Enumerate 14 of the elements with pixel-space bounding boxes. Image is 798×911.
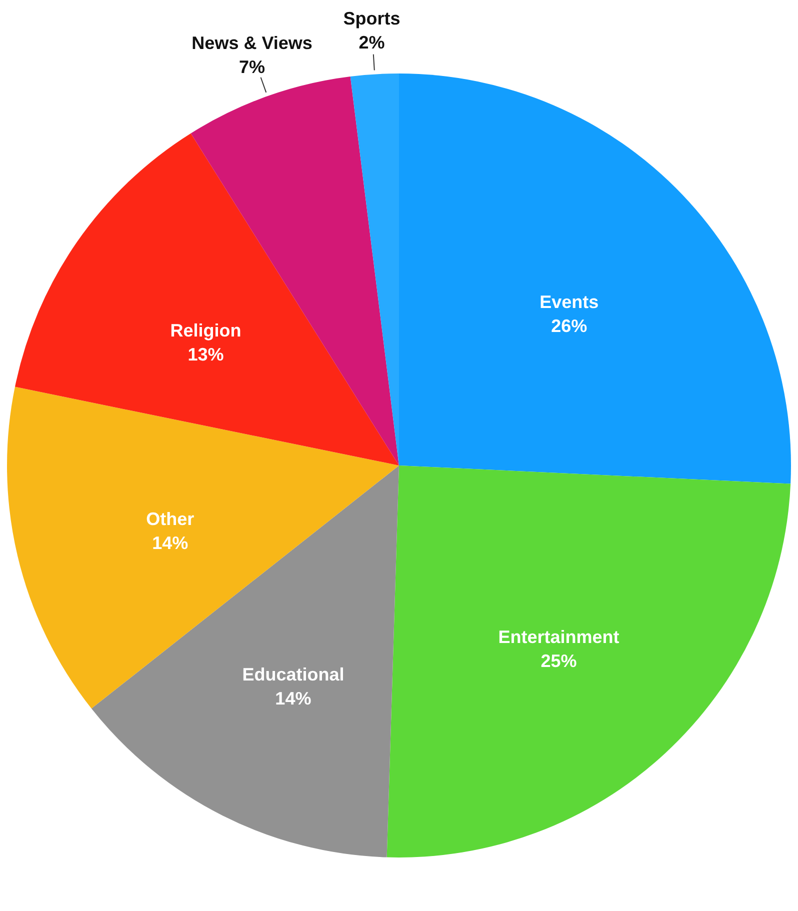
data-label: 25% bbox=[540, 651, 577, 672]
slice-label: Sports bbox=[343, 8, 400, 28]
slice-label: Religion bbox=[170, 320, 242, 340]
data-label: 14% bbox=[152, 532, 188, 553]
slice-label: Educational bbox=[242, 664, 344, 685]
data-label: 14% bbox=[275, 688, 312, 709]
slice-label: Entertainment bbox=[498, 627, 620, 648]
data-label: 7% bbox=[239, 56, 266, 77]
slice-label: Events bbox=[540, 292, 599, 312]
data-label: 2% bbox=[358, 32, 385, 52]
data-label: 26% bbox=[551, 316, 588, 336]
slice-label: News & Views bbox=[192, 32, 312, 53]
slice-label: Other bbox=[146, 508, 194, 529]
data-label: 13% bbox=[188, 344, 224, 364]
